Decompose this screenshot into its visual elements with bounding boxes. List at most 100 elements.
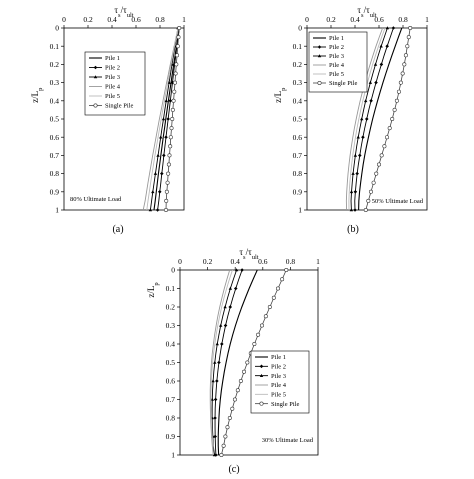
series-single-pile-point <box>165 180 170 185</box>
y-tick-label: 0.3 <box>166 321 176 330</box>
series-single-pile-point <box>168 144 173 149</box>
legend-pile-3-marker <box>317 54 322 58</box>
series-pile-2-point <box>157 190 162 194</box>
series-pile-3-point <box>368 80 373 84</box>
series-single-pile-point <box>170 107 175 112</box>
series-single-pile-point <box>225 425 230 430</box>
series-single-pile-point <box>271 295 276 300</box>
series-pile-2-point <box>353 190 358 194</box>
series-single-pile-point <box>166 171 171 176</box>
x-tick-label: 1 <box>182 15 186 24</box>
series-single-pile-point <box>245 360 250 365</box>
legend-single-pile-label: Single Pile <box>329 80 357 87</box>
x-tick-label: 0.8 <box>398 15 408 24</box>
series-pile-2-point <box>385 44 389 48</box>
x-axis-label-part: ult <box>127 12 134 19</box>
series-single-pile-point <box>400 71 405 76</box>
series-pile-3-point <box>349 190 354 194</box>
y-tick-label: 0.4 <box>293 96 303 105</box>
series-single-pile-point <box>402 62 407 67</box>
series-pile-3-point <box>212 453 217 457</box>
series-single-pile-point <box>371 180 376 185</box>
series-pile-4-line <box>142 27 179 211</box>
y-tick-label: 0.7 <box>293 151 303 160</box>
legend-pile-5-label: Pile 5 <box>329 71 344 78</box>
series-single-pile-point <box>175 53 180 58</box>
legend-pile-3-marker <box>93 75 98 79</box>
x-tick-label: 0.2 <box>203 257 213 266</box>
y-tick-label: 0 <box>171 266 175 275</box>
series-pile-1-line <box>153 27 180 211</box>
x-axis-label-part: s <box>361 12 364 19</box>
panel-caption: (a) <box>112 224 123 235</box>
series-single-pile-point <box>176 35 181 40</box>
series-pile-2-point <box>240 268 244 272</box>
series-single-pile-point <box>242 369 247 374</box>
series-pile-5-line <box>348 27 386 211</box>
series-pile-3-point <box>219 323 223 327</box>
series-pile-3-point <box>234 268 239 272</box>
x-tick-label: 0.2 <box>83 15 93 24</box>
y-tick-label: 0.9 <box>293 187 303 196</box>
series-pile-2-point <box>358 153 362 158</box>
series-pile-3-point <box>167 80 171 84</box>
legend-pile-2-marker <box>317 45 322 49</box>
x-axis-label-part: ult <box>252 254 259 261</box>
x-axis-label-part: /τ <box>364 5 371 15</box>
legend-pile-4-label: Pile 4 <box>329 62 345 69</box>
series-single-pile-point <box>390 117 395 122</box>
series-pile-3-point <box>360 117 364 121</box>
legend-single-pile-label: Single Pile <box>105 103 133 110</box>
y-tick-label: 0.2 <box>166 303 176 312</box>
legend-pile-5-label: Pile 5 <box>105 93 120 100</box>
series-pile-2-point <box>214 453 218 457</box>
y-tick-label: 0.7 <box>166 395 176 404</box>
series-pile-3-point <box>148 208 153 212</box>
y-tick-label: 0.9 <box>50 187 60 196</box>
series-pile-3-point <box>210 397 214 401</box>
series-pile-2-point <box>213 397 218 402</box>
series-single-pile-point <box>173 80 178 85</box>
series-single-pile-point <box>170 117 175 122</box>
series-single-pile-point <box>392 107 397 112</box>
y-tick-label: 0.8 <box>293 169 303 178</box>
legend-pile-3-label: Pile 3 <box>105 74 120 81</box>
series-single-pile-point <box>175 44 180 49</box>
legend-pile-1-label: Pile 1 <box>271 354 286 361</box>
series-single-pile-point <box>406 35 411 40</box>
y-tick-label: 0.5 <box>293 115 303 124</box>
x-tick-label: 0.8 <box>286 257 296 266</box>
series-pile-5-line <box>146 27 179 211</box>
series-single-pile-point <box>230 406 235 411</box>
series-single-pile-point <box>173 71 178 76</box>
y-tick-label: 1 <box>171 451 175 460</box>
legend-pile-1-label: Pile 1 <box>105 55 120 62</box>
x-tick-label: 0 <box>62 15 66 24</box>
legend-single-pile-marker <box>93 103 98 108</box>
y-tick-label: 0.3 <box>50 78 60 87</box>
series-pile-2-point <box>223 323 228 328</box>
series-pile-2-point <box>155 208 160 212</box>
series-single-pile-point <box>166 162 171 167</box>
series-single-pile-point <box>171 98 176 103</box>
x-tick-label: 0 <box>305 15 309 24</box>
x-axis-label-part: τ <box>357 5 361 15</box>
series-single-pile-point <box>235 388 240 393</box>
series-single-pile-point <box>172 89 177 94</box>
y-tick-label: 1 <box>298 206 302 215</box>
series-single-pile-point <box>376 162 381 167</box>
x-tick-label: 1 <box>316 257 320 266</box>
x-tick-label: 0.6 <box>131 15 141 24</box>
y-tick-label: 0.5 <box>166 358 176 367</box>
series-pile-2-point <box>166 117 170 121</box>
series-single-pile-point <box>280 277 285 282</box>
series-single-pile-point <box>368 189 373 194</box>
x-axis-label: τs/τult <box>239 247 258 261</box>
y-axis-label-part: p <box>153 282 160 285</box>
series-pile-3-point <box>156 153 160 157</box>
y-axis-label: z/Lp <box>273 88 287 103</box>
x-tick-label: 0.8 <box>155 15 165 24</box>
series-pile-4-line <box>345 27 384 211</box>
y-tick-label: 0 <box>55 24 59 33</box>
y-tick-label: 0.6 <box>293 133 303 142</box>
